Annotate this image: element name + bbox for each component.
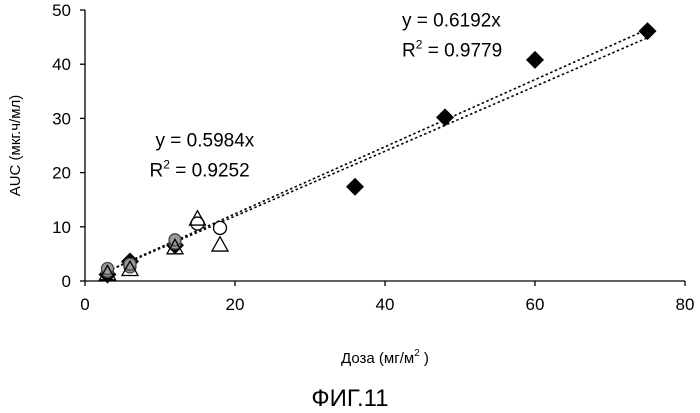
scatter-chart: 0 10 20 30 40 50 0 20 40 60 80 AUC (мкг.ч/мл) Доза… (0, 0, 700, 413)
data-point-diamond (436, 108, 454, 126)
y-axis-label: AUC (мкг.ч/мл) (7, 95, 24, 197)
x-tick-label: 20 (226, 295, 245, 314)
fit-low-equation: y = 0.5984x (156, 131, 255, 152)
x-axis-label-end: ) (420, 350, 429, 367)
fit-all-equation: y = 0.6192x (402, 10, 501, 31)
x-axis-label: Доза (мг/м2 ) (341, 348, 429, 367)
data-point-diamond (639, 22, 657, 40)
chart-labels: AUC (мкг.ч/мл) Доза (мг/м2 ) y = 0.6192x… (7, 10, 502, 412)
data-point-diamond (346, 178, 364, 196)
data-point-triangle-open (212, 237, 228, 251)
x-axis-label-text: Доза (мг/м (341, 350, 414, 367)
x-tick-label: 80 (676, 295, 695, 314)
y-tick-label: 10 (52, 218, 71, 237)
x-tick-label: 0 (80, 295, 89, 314)
data-points (99, 22, 657, 283)
trendline-fit-low (108, 38, 648, 272)
data-point-diamond (526, 51, 544, 69)
y-tick-label: 0 (62, 272, 71, 291)
fit-low-r2: R2 = 0.9252 (150, 158, 250, 182)
fit-all-r2: R2 = 0.9779 (402, 37, 502, 61)
x-tick-label: 60 (526, 295, 545, 314)
x-tick-label: 40 (376, 295, 395, 314)
y-tick-label: 50 (52, 1, 71, 20)
y-tick-label: 30 (52, 109, 71, 128)
data-point-circle-open (214, 221, 227, 234)
y-tick-label: 20 (52, 164, 71, 183)
axes: 0 10 20 30 40 50 0 20 40 60 80 (52, 1, 694, 314)
figure-caption: ФИГ.11 (311, 385, 388, 412)
y-tick-label: 40 (52, 55, 71, 74)
